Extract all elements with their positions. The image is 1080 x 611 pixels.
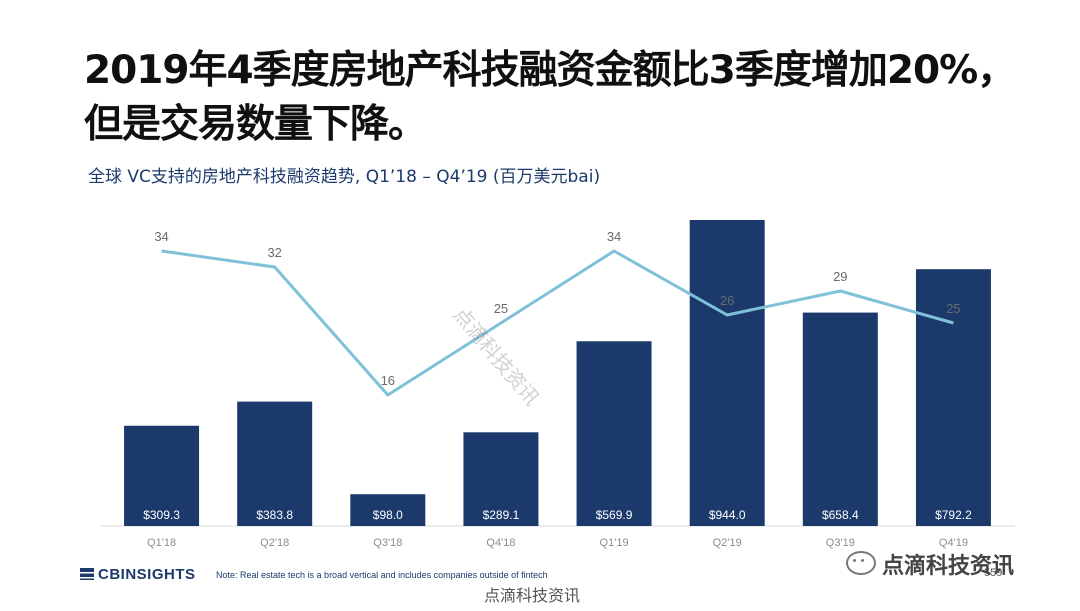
x-tick-label: Q3'18 bbox=[373, 537, 402, 549]
footer-note: Note: Real estate tech is a broad vertic… bbox=[216, 570, 548, 580]
x-tick-label: Q3'19 bbox=[826, 537, 855, 549]
deal-count-label: 32 bbox=[267, 245, 281, 260]
deal-count-label: 25 bbox=[494, 301, 508, 316]
x-tick-label: Q4'18 bbox=[486, 537, 515, 549]
bar bbox=[915, 269, 991, 526]
deal-count-label: 34 bbox=[607, 229, 621, 244]
deal-count-line bbox=[161, 249, 954, 397]
deal-count-label: 16 bbox=[381, 373, 395, 388]
bar bbox=[576, 341, 652, 526]
bar-value-label: $289.1 bbox=[483, 508, 520, 522]
bar bbox=[124, 425, 200, 526]
bar bbox=[802, 312, 878, 526]
chart-title: 2019年4季度房地产科技融资金额比3季度增加20%， 但是交易数量下降。 bbox=[84, 44, 1064, 152]
bar bbox=[237, 401, 313, 526]
x-tick-label: Q1'18 bbox=[147, 537, 176, 549]
x-tick-label: Q2'18 bbox=[260, 537, 289, 549]
title-line-2: 但是交易数量下降。 bbox=[84, 102, 427, 147]
x-tick-label: Q2'19 bbox=[713, 537, 742, 549]
cbinsights-logo: CBINSIGHTS bbox=[80, 566, 196, 583]
bar bbox=[463, 432, 539, 526]
page-number: 559 bbox=[984, 567, 1003, 579]
deal-count-label: 25 bbox=[946, 301, 960, 316]
bar-value-label: $98.0 bbox=[373, 508, 403, 522]
bar bbox=[689, 220, 765, 526]
chart-subtitle: 全球 VC支持的房地产科技融资趋势, Q1’18 – Q4’19 (百万美元ba… bbox=[88, 167, 601, 187]
wechat-icon bbox=[846, 551, 876, 575]
x-tick-label: Q1'19 bbox=[600, 537, 629, 549]
cbinsights-logo-icon bbox=[80, 568, 94, 580]
bar-value-label: $944.0 bbox=[709, 508, 746, 522]
deal-count-label: 34 bbox=[154, 229, 168, 244]
deal-count-label: 29 bbox=[833, 269, 847, 284]
bar-value-label: $792.2 bbox=[935, 508, 972, 522]
bar bbox=[350, 494, 426, 526]
bar-value-label: $569.9 bbox=[596, 508, 633, 522]
wechat-watermark: 点滴科技资讯 bbox=[846, 548, 1014, 580]
x-tick-label: Q4'19 bbox=[939, 537, 968, 549]
title-line-1: 2019年4季度房地产科技融资金额比3季度增加20%， bbox=[84, 48, 1016, 93]
deal-count-label: 26 bbox=[720, 293, 734, 308]
bar-value-label: $658.4 bbox=[822, 508, 859, 522]
bar-value-label: $309.3 bbox=[143, 508, 180, 522]
bar-value-label: $383.8 bbox=[256, 508, 293, 522]
watermark-bottom: 点滴科技资讯 bbox=[484, 586, 581, 605]
